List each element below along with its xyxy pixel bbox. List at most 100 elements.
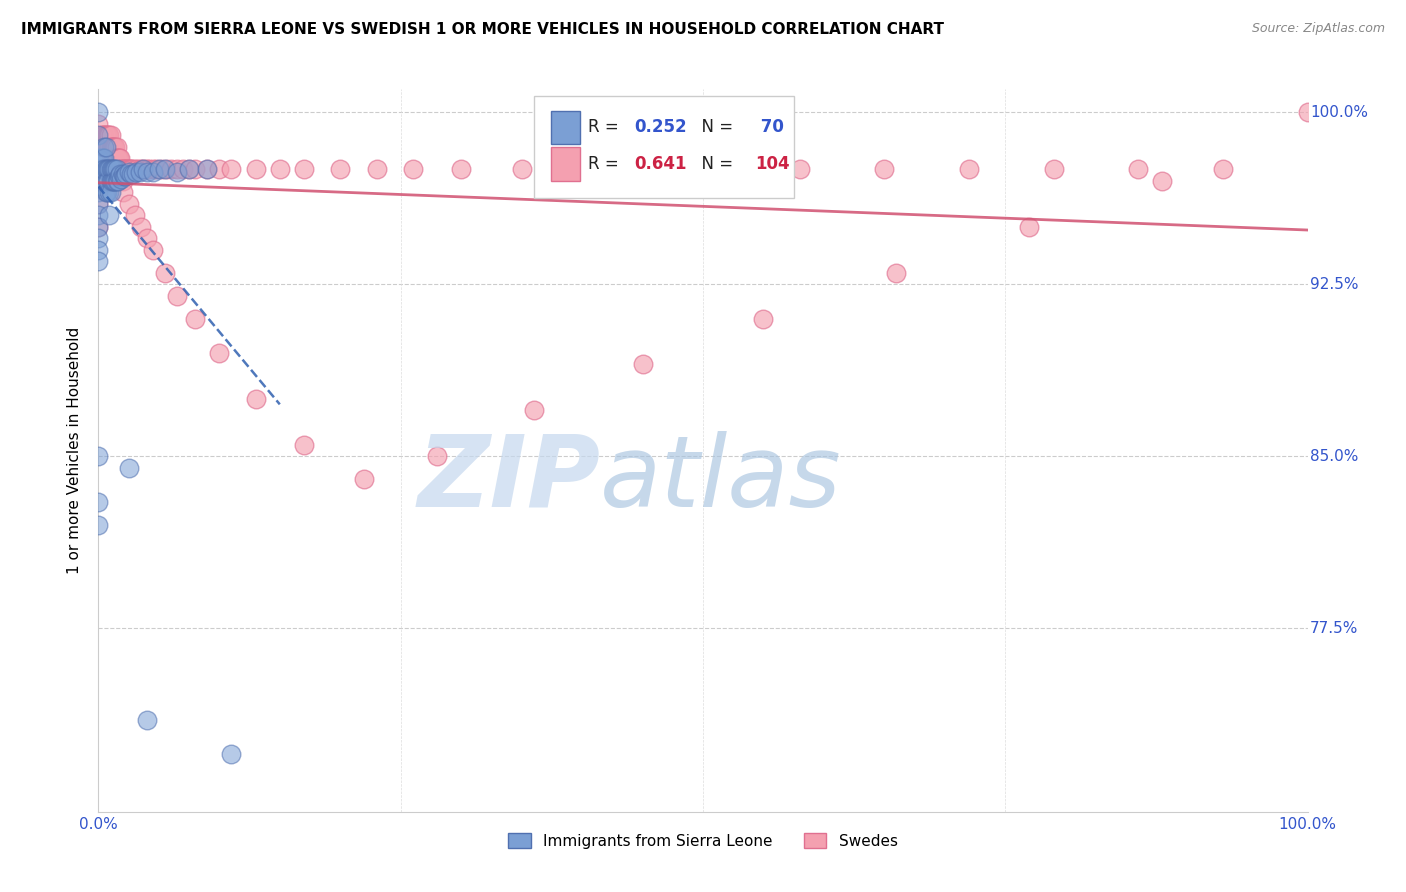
Point	[87, 151, 110, 165]
Point	[155, 162, 177, 177]
Point	[118, 165, 141, 179]
Point	[353, 472, 375, 486]
Point	[96, 174, 118, 188]
Point	[87, 231, 110, 245]
Point	[98, 208, 121, 222]
Point	[91, 162, 114, 177]
Point	[873, 162, 896, 177]
Point	[208, 346, 231, 360]
Point	[98, 186, 121, 200]
Text: Source: ZipAtlas.com: Source: ZipAtlas.com	[1251, 22, 1385, 36]
Point	[87, 449, 110, 463]
Point	[96, 162, 118, 177]
Point	[87, 105, 110, 120]
Point	[87, 139, 110, 153]
Point	[135, 162, 157, 177]
Point	[100, 139, 122, 153]
Point	[716, 162, 738, 177]
Point	[644, 162, 666, 177]
Point	[150, 162, 173, 177]
Point	[94, 162, 117, 177]
Point	[93, 128, 115, 142]
Point	[96, 139, 118, 153]
Point	[96, 186, 118, 200]
Point	[1296, 105, 1319, 120]
Point	[221, 162, 243, 177]
Legend: Immigrants from Sierra Leone, Swedes: Immigrants from Sierra Leone, Swedes	[502, 827, 904, 855]
Point	[87, 174, 110, 188]
Point	[98, 162, 121, 177]
Point	[105, 151, 128, 165]
Text: N =: N =	[690, 154, 738, 173]
Point	[124, 208, 146, 222]
Point	[129, 219, 152, 234]
Point	[107, 174, 129, 188]
Point	[101, 174, 124, 188]
Point	[402, 162, 425, 177]
Point	[195, 162, 218, 177]
Point	[108, 167, 131, 181]
Point	[87, 174, 110, 188]
Point	[160, 162, 183, 177]
Point	[93, 151, 115, 165]
Point	[571, 162, 593, 177]
Point	[100, 186, 122, 200]
Point	[111, 167, 134, 181]
Text: 92.5%: 92.5%	[1310, 277, 1358, 292]
Text: 100.0%: 100.0%	[1310, 104, 1368, 120]
Point	[523, 403, 546, 417]
Point	[124, 162, 146, 177]
Point	[450, 162, 472, 177]
Point	[179, 162, 201, 177]
Text: 0.252: 0.252	[634, 119, 686, 136]
Point	[110, 171, 132, 186]
Point	[510, 162, 533, 177]
Point	[631, 358, 654, 372]
Point	[108, 162, 131, 177]
Point	[103, 139, 125, 153]
Point	[112, 169, 135, 184]
Point	[87, 197, 110, 211]
Point	[100, 174, 122, 188]
Point	[184, 162, 207, 177]
Point	[100, 128, 122, 142]
Text: 104: 104	[755, 154, 790, 173]
Text: R =: R =	[588, 154, 624, 173]
FancyBboxPatch shape	[551, 111, 579, 145]
Point	[128, 165, 150, 179]
Point	[292, 162, 315, 177]
Point	[122, 167, 145, 181]
Point	[142, 243, 165, 257]
Point	[108, 169, 131, 184]
Point	[104, 151, 127, 165]
Point	[166, 165, 188, 179]
Point	[100, 151, 122, 165]
Point	[98, 128, 121, 142]
Point	[118, 460, 141, 475]
Point	[114, 169, 136, 184]
Point	[128, 162, 150, 177]
Point	[108, 162, 131, 177]
Point	[184, 311, 207, 326]
Point	[93, 162, 115, 177]
Point	[87, 128, 110, 142]
Point	[117, 162, 139, 177]
Point	[104, 162, 127, 177]
Point	[120, 167, 142, 181]
Point	[153, 266, 176, 280]
Point	[118, 197, 141, 211]
Point	[179, 162, 201, 177]
Point	[93, 139, 115, 153]
Point	[111, 174, 134, 188]
Point	[87, 208, 110, 222]
Point	[87, 243, 110, 257]
Point	[142, 165, 165, 179]
Point	[245, 392, 267, 406]
Point	[94, 139, 117, 153]
Point	[195, 162, 218, 177]
Point	[426, 449, 449, 463]
Point	[1042, 162, 1064, 177]
Point	[91, 128, 114, 142]
Point	[366, 162, 388, 177]
Point	[108, 151, 131, 165]
